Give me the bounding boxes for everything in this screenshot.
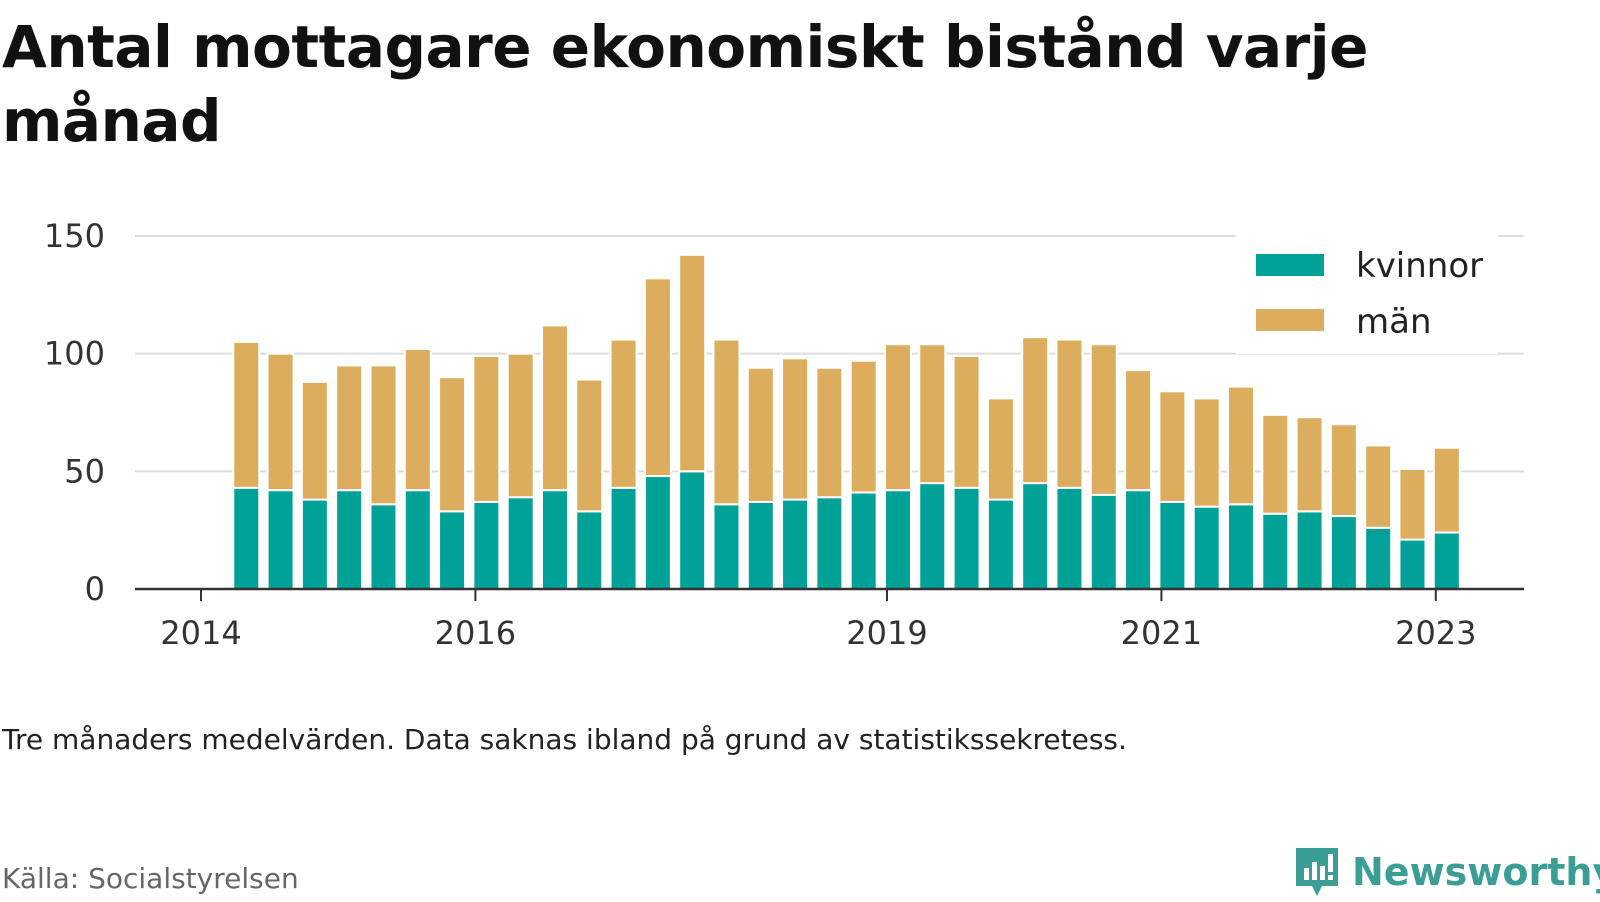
bar-man xyxy=(369,364,398,506)
bar-kvinnor xyxy=(883,489,912,590)
bar-kvinnor xyxy=(335,489,364,590)
legend-label-kvinnor: kvinnor xyxy=(1356,246,1483,286)
x-tick-label: 2014 xyxy=(160,614,241,652)
bar-man xyxy=(1398,467,1427,541)
bar-man xyxy=(883,343,912,492)
bar-kvinnor xyxy=(918,482,947,591)
bar-kvinnor xyxy=(1089,493,1118,590)
bar-man xyxy=(438,376,467,513)
bar-man xyxy=(986,397,1015,501)
bar-man xyxy=(643,277,672,478)
bar-kvinnor xyxy=(403,489,432,590)
bar-kvinnor xyxy=(1364,526,1393,591)
bar-kvinnor xyxy=(746,500,775,590)
bar-man xyxy=(712,338,741,506)
bar-kvinnor xyxy=(609,486,638,591)
bar-kvinnor xyxy=(1192,505,1221,590)
bar-kvinnor xyxy=(1226,503,1255,590)
bar-kvinnor xyxy=(1261,512,1290,591)
bar-man xyxy=(746,366,775,503)
newsworthy-logo-icon xyxy=(1296,848,1338,896)
bar-man xyxy=(815,366,844,499)
bar-man xyxy=(1329,423,1358,518)
bar-kvinnor xyxy=(266,489,295,590)
bar-kvinnor xyxy=(1295,510,1324,590)
bar-man xyxy=(1364,444,1393,529)
bar-kvinnor xyxy=(438,510,467,590)
bar-man xyxy=(300,380,329,501)
bar-kvinnor xyxy=(678,470,707,591)
bar-kvinnor xyxy=(540,489,569,590)
y-tick-label: 100 xyxy=(44,335,105,373)
x-tick-label: 2019 xyxy=(846,614,927,652)
bar-man xyxy=(678,253,707,473)
bar-man xyxy=(918,343,947,485)
bar-man xyxy=(781,357,810,501)
bar-kvinnor xyxy=(575,510,604,590)
bar-man xyxy=(1432,446,1461,534)
bar-kvinnor xyxy=(1124,489,1153,590)
brand-name: Newsworthy xyxy=(1352,850,1600,894)
bar-kvinnor xyxy=(1432,531,1461,591)
bar-man xyxy=(472,355,501,503)
axes: 0 50 100 150 2014 2016 2019 2021 2023 xyxy=(44,217,1524,652)
bar-kvinnor xyxy=(1329,515,1358,591)
legend: kvinnor män xyxy=(1236,230,1498,354)
brand-logo[interactable]: Newsworthy xyxy=(1292,842,1600,902)
source-label: Källa: Socialstyrelsen xyxy=(2,862,299,895)
bar-man xyxy=(232,340,261,489)
bar-kvinnor xyxy=(232,486,261,591)
bar-man xyxy=(1021,336,1050,485)
bar-kvinnor xyxy=(781,498,810,590)
bar-kvinnor xyxy=(849,491,878,590)
bar-man xyxy=(575,378,604,513)
x-tick-label: 2023 xyxy=(1395,614,1476,652)
bar-kvinnor xyxy=(986,498,1015,590)
y-tick-label: 0 xyxy=(85,570,105,608)
y-tick-label: 50 xyxy=(64,452,105,490)
bar-man xyxy=(506,352,535,499)
bar-man xyxy=(540,324,569,492)
bar-kvinnor xyxy=(712,503,741,590)
legend-swatch-kvinnor xyxy=(1256,254,1324,276)
y-tick-label: 150 xyxy=(44,217,105,255)
bar-man xyxy=(952,355,981,489)
bar-kvinnor xyxy=(952,486,981,591)
bar-man xyxy=(609,338,638,489)
legend-label-man: män xyxy=(1356,302,1432,342)
bar-kvinnor xyxy=(1021,482,1050,591)
bar-man xyxy=(1158,390,1187,503)
bar-man xyxy=(266,352,295,492)
bar-man xyxy=(1226,385,1255,506)
bar-man xyxy=(1261,413,1290,515)
bar-man xyxy=(849,359,878,494)
bar-man xyxy=(1295,416,1324,513)
bar-man xyxy=(335,364,364,492)
bar-kvinnor xyxy=(369,503,398,590)
bar-man xyxy=(1192,397,1221,508)
bar-kvinnor xyxy=(1055,486,1084,591)
chart-title: Antal mottagare ekonomiskt bistånd varje… xyxy=(2,13,1369,155)
bar-kvinnor xyxy=(300,498,329,590)
x-tick-label: 2016 xyxy=(435,614,516,652)
bar-kvinnor xyxy=(815,496,844,590)
bar-man xyxy=(403,347,432,492)
chart-note: Tre månaders medelvärden. Data saknas ib… xyxy=(2,723,1127,756)
bar-kvinnor xyxy=(643,475,672,591)
bar-kvinnor xyxy=(506,496,535,590)
bar-kvinnor xyxy=(1158,500,1187,590)
bar-man xyxy=(1055,338,1084,489)
legend-swatch-man xyxy=(1256,309,1324,331)
bar-man xyxy=(1124,369,1153,492)
x-tick-label: 2021 xyxy=(1121,614,1202,652)
bar-kvinnor xyxy=(1398,538,1427,591)
bar-kvinnor xyxy=(472,500,501,590)
bar-man xyxy=(1089,343,1118,496)
